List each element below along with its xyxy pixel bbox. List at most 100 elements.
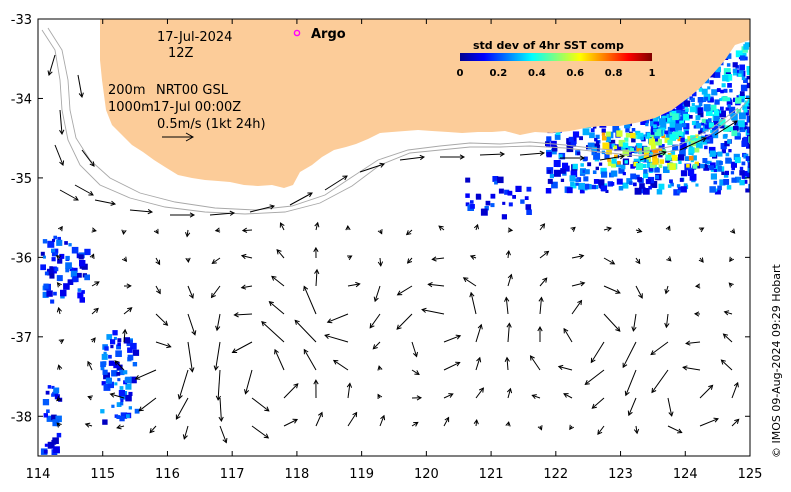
sst-pixel — [652, 158, 659, 165]
sst-pixel — [690, 159, 694, 163]
current-arrow-head — [56, 306, 62, 313]
y-tick-label: -34 — [11, 92, 32, 107]
sst-pixel — [636, 163, 643, 170]
sst-pixel — [735, 97, 742, 104]
current-arrow — [507, 323, 510, 343]
current-arrow-head — [664, 322, 670, 329]
current-arrow-head — [396, 324, 402, 330]
sst-pixel — [79, 297, 85, 303]
current-arrow-head — [473, 223, 479, 230]
sst-pixel — [103, 351, 107, 355]
current-arrow-head — [373, 296, 379, 303]
current-arrow-head — [84, 422, 91, 428]
sst-pixel — [738, 94, 745, 101]
sst-pixel — [638, 155, 645, 162]
sst-pixel — [515, 185, 522, 192]
sst-pixel — [619, 139, 625, 146]
current-arrow — [667, 397, 673, 417]
current-arrow-head — [352, 411, 358, 418]
sst-pixel — [492, 176, 499, 182]
sst-pixel — [683, 138, 688, 143]
sst-pixel — [116, 344, 121, 350]
current-vectors — [47, 54, 740, 444]
current-arrow-head — [313, 379, 319, 385]
sst-pixel — [580, 163, 584, 167]
current-arrow — [251, 425, 269, 439]
sst-pixel — [729, 89, 733, 93]
sst-pixel — [625, 133, 631, 138]
sst-pixel — [612, 125, 620, 133]
current-arrow — [212, 257, 221, 264]
colorbar-tick-label: 0.2 — [490, 68, 508, 79]
sst-pixel — [713, 168, 717, 173]
sst-pixel — [605, 137, 611, 143]
sst-pixel — [720, 143, 727, 150]
current-arrow-head — [268, 301, 274, 307]
current-arrow-head — [476, 356, 482, 363]
sst-pixel — [709, 165, 715, 171]
sst-pixel — [111, 370, 118, 377]
sst-pixel — [587, 162, 592, 167]
sst-pixel — [646, 132, 652, 138]
sst-pixel — [77, 288, 82, 292]
sst-pixel — [51, 257, 56, 262]
sst-pixel — [115, 350, 122, 357]
sst-pixel — [709, 80, 714, 85]
sst-pixel — [622, 149, 630, 157]
sst-pixel — [716, 160, 722, 166]
sst-pixel — [701, 88, 708, 95]
sst-pixel — [119, 386, 124, 390]
current-arrow-head — [91, 227, 97, 233]
sst-pixel — [708, 160, 712, 165]
sst-pixel — [746, 115, 750, 123]
sst-pixel — [47, 441, 55, 449]
current-arrow — [283, 383, 299, 399]
sst-pixel — [594, 138, 598, 142]
sst-pixel — [111, 404, 115, 408]
current-arrow-head — [47, 70, 53, 76]
sst-pixel — [739, 170, 745, 176]
sst-pixel — [494, 180, 498, 185]
sst-pixel — [725, 74, 733, 81]
sst-pixel — [710, 104, 717, 111]
current-arrow-head — [369, 323, 375, 329]
sst-pixel — [719, 110, 726, 118]
sst-pixel — [672, 113, 679, 121]
x-tick-label: 121 — [479, 467, 504, 482]
sst-pixel — [601, 132, 606, 136]
current-arrow — [603, 313, 621, 332]
sst-pixel — [560, 168, 566, 174]
sst-pixel — [607, 158, 611, 162]
current-arrow-head — [233, 312, 239, 318]
current-arrow — [597, 425, 605, 435]
colorbar-title: std dev of 4hr SST comp — [473, 39, 624, 52]
date-label: 17-Jul-2024 — [157, 30, 232, 45]
sst-pixel — [633, 161, 638, 167]
current-arrow-head — [377, 393, 383, 399]
sst-pixel — [575, 178, 579, 182]
sst-pixel — [689, 115, 693, 119]
current-arrow — [731, 419, 740, 427]
sst-pixel — [740, 84, 748, 92]
current-arrow-head — [213, 365, 219, 371]
current-arrow-head — [406, 258, 413, 264]
sst-pixel — [553, 169, 561, 177]
current-arrow-head — [469, 291, 475, 298]
sst-pixel — [583, 183, 590, 190]
sst-pixel — [525, 204, 532, 210]
argo-marker — [293, 29, 301, 37]
sst-pixel — [618, 167, 625, 174]
sst-pixel — [42, 399, 50, 406]
sst-pixel — [694, 161, 699, 166]
current-arrow-head — [557, 364, 564, 371]
sst-pixel — [634, 187, 642, 195]
current-arrow — [271, 276, 285, 287]
sst-pixel — [727, 104, 731, 108]
current-arrow-head — [229, 210, 236, 216]
current-arrow-head — [579, 281, 586, 287]
sst-pixel — [524, 196, 529, 200]
sst-pixel — [56, 432, 62, 438]
sst-pixel — [684, 156, 690, 161]
current-arrow-head — [78, 92, 84, 99]
sst-pixel — [626, 178, 633, 184]
